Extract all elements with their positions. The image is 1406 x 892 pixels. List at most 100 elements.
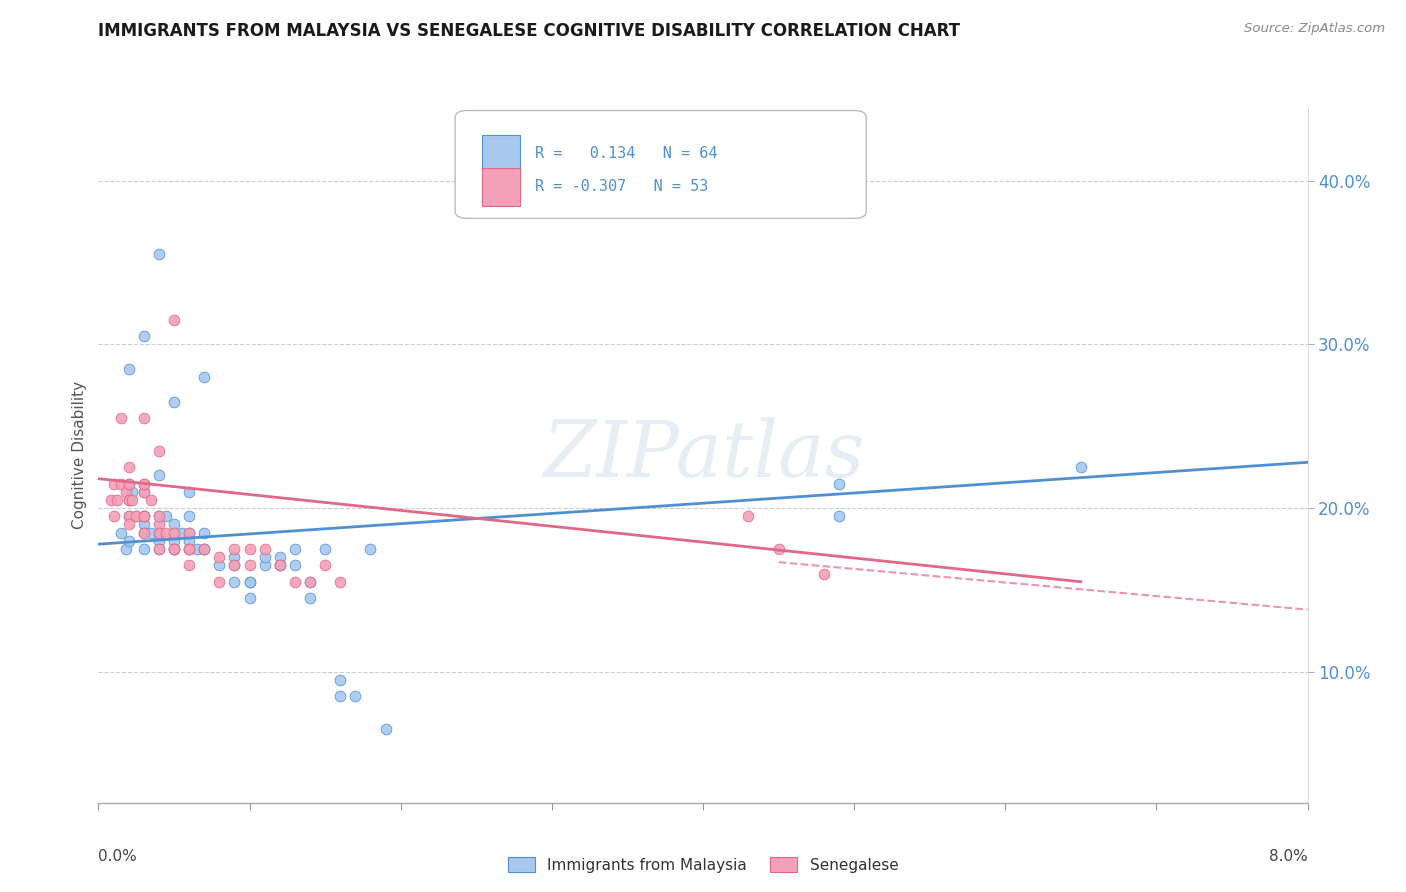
Point	[179, 484, 201, 499]
Point	[253, 542, 276, 557]
Point	[132, 484, 155, 499]
Point	[186, 542, 208, 557]
Point	[118, 362, 141, 376]
Point	[193, 370, 215, 384]
Point	[148, 509, 170, 524]
Point	[208, 574, 231, 589]
Point	[118, 476, 141, 491]
Point	[163, 542, 186, 557]
Point	[148, 509, 170, 524]
Bar	[482, 135, 520, 173]
Point	[148, 525, 170, 540]
Point	[179, 542, 201, 557]
Point	[118, 533, 141, 548]
Point	[163, 542, 186, 557]
Text: 8.0%: 8.0%	[1268, 848, 1308, 863]
Point	[148, 468, 170, 483]
Point	[110, 411, 132, 425]
Point	[208, 550, 231, 565]
Text: ZIPatlas: ZIPatlas	[541, 417, 865, 493]
Point	[110, 476, 132, 491]
Point	[224, 550, 246, 565]
Point	[132, 542, 155, 557]
Point	[118, 509, 141, 524]
Point	[179, 558, 201, 573]
Text: Source: ZipAtlas.com: Source: ZipAtlas.com	[1244, 22, 1385, 36]
Point	[284, 558, 307, 573]
Point	[118, 492, 141, 507]
Point	[163, 533, 186, 548]
Point	[170, 525, 193, 540]
Point	[132, 329, 155, 343]
Point	[269, 558, 291, 573]
Point	[121, 484, 143, 499]
Point	[224, 574, 246, 589]
Point	[1070, 460, 1092, 475]
Point	[813, 566, 835, 581]
Y-axis label: Cognitive Disability: Cognitive Disability	[72, 381, 87, 529]
Point	[163, 313, 186, 327]
Point	[110, 525, 132, 540]
Point	[179, 525, 201, 540]
Point	[103, 476, 125, 491]
Text: 0.0%: 0.0%	[98, 848, 138, 863]
Point	[269, 558, 291, 573]
Point	[239, 574, 262, 589]
Point	[132, 517, 155, 532]
Point	[114, 542, 136, 557]
Point	[155, 509, 177, 524]
Point	[125, 509, 148, 524]
Point	[284, 542, 307, 557]
Point	[224, 542, 246, 557]
Point	[118, 509, 141, 524]
Point	[132, 411, 155, 425]
Point	[118, 476, 141, 491]
Point	[155, 525, 177, 540]
Point	[193, 542, 215, 557]
Point	[148, 533, 170, 548]
Point	[253, 550, 276, 565]
Bar	[482, 168, 520, 206]
Point	[148, 443, 170, 458]
FancyBboxPatch shape	[456, 111, 866, 219]
Point	[103, 509, 125, 524]
Text: IMMIGRANTS FROM MALAYSIA VS SENEGALESE COGNITIVE DISABILITY CORRELATION CHART: IMMIGRANTS FROM MALAYSIA VS SENEGALESE C…	[98, 22, 960, 40]
Point	[163, 525, 186, 540]
Point	[163, 525, 186, 540]
Point	[179, 542, 201, 557]
Point	[179, 509, 201, 524]
Point	[163, 517, 186, 532]
Point	[253, 558, 276, 573]
Point	[163, 542, 186, 557]
Point	[141, 492, 163, 507]
Point	[314, 558, 336, 573]
Point	[132, 476, 155, 491]
Point	[828, 509, 851, 524]
Point	[118, 492, 141, 507]
Point	[132, 509, 155, 524]
Point	[239, 558, 262, 573]
Text: R = -0.307   N = 53: R = -0.307 N = 53	[534, 179, 709, 194]
Point	[193, 542, 215, 557]
Text: R =   0.134   N = 64: R = 0.134 N = 64	[534, 146, 717, 161]
Point	[269, 558, 291, 573]
Legend: Immigrants from Malaysia, Senegalese: Immigrants from Malaysia, Senegalese	[502, 850, 904, 879]
Point	[239, 542, 262, 557]
Point	[163, 394, 186, 409]
Point	[105, 492, 128, 507]
Point	[737, 509, 759, 524]
Point	[299, 591, 322, 606]
Point	[132, 476, 155, 491]
Point	[208, 558, 231, 573]
Point	[329, 690, 352, 704]
Point	[148, 247, 170, 261]
Point	[179, 542, 201, 557]
Point	[163, 542, 186, 557]
Point	[132, 509, 155, 524]
Point	[118, 517, 141, 532]
Point	[360, 542, 382, 557]
Point	[148, 542, 170, 557]
Point	[114, 484, 136, 499]
Point	[239, 591, 262, 606]
Point	[239, 574, 262, 589]
